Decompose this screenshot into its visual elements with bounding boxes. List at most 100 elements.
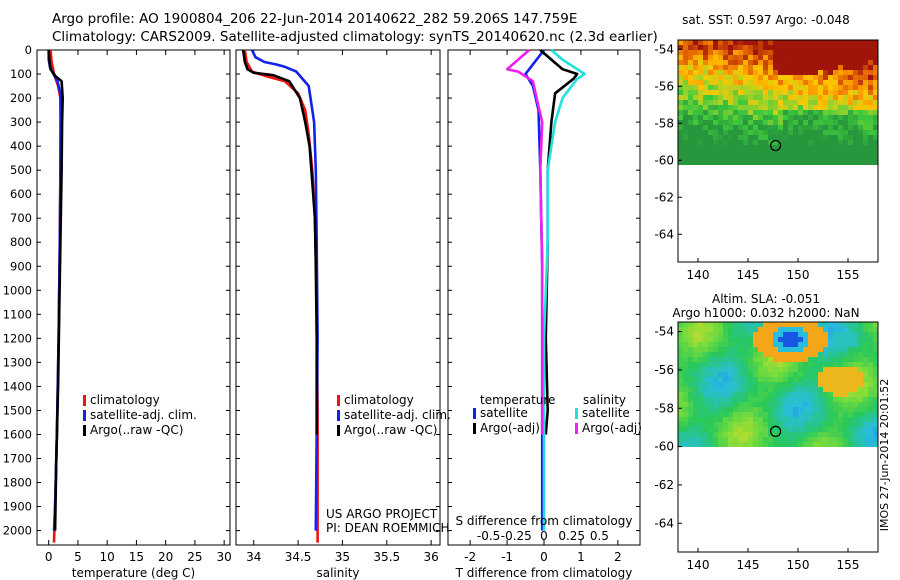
depth-tick-label: 2000 bbox=[3, 524, 32, 538]
difference-series-line bbox=[539, 49, 579, 435]
sla-map-title: Altim. SLA: -0.051 bbox=[712, 292, 820, 306]
sst-map-field bbox=[678, 40, 878, 165]
temperature-xtick-label: 25 bbox=[187, 550, 202, 564]
sla-map-subtitle: Argo h1000: 0.032 h2000: NaN bbox=[672, 306, 859, 320]
sst-map-title: sat. SST: 0.597 Argo: -0.048 bbox=[682, 13, 850, 27]
legend-entry-swatch bbox=[337, 395, 340, 406]
profile-title: Argo profile: AO 1900804_206 22-Jun-2014… bbox=[52, 11, 578, 27]
timestamp-watermark: IMOS 27-Jun-2014 20:01:52 bbox=[878, 379, 891, 532]
sla-map-xtick-label: 145 bbox=[737, 558, 760, 572]
legend-entry: climatology bbox=[344, 393, 414, 407]
temperature-xtick-label: 15 bbox=[129, 550, 144, 564]
difference-xtick-label: 0 bbox=[540, 550, 548, 564]
legend-entry-swatch bbox=[575, 408, 578, 419]
sla-map-ytick-label: -64 bbox=[654, 516, 674, 530]
sst-map-ytick-label: -62 bbox=[654, 190, 674, 204]
depth-tick-label: 300 bbox=[10, 115, 32, 129]
salinity-xlabel: salinity bbox=[316, 566, 359, 580]
sla-map-field bbox=[678, 322, 878, 447]
depth-tick-label: 0 bbox=[25, 43, 32, 57]
depth-tick-label: 900 bbox=[10, 259, 32, 273]
depth-tick-label: 1600 bbox=[3, 427, 32, 441]
difference-series-line bbox=[505, 49, 544, 435]
temperature-xtick-label: 5 bbox=[74, 550, 82, 564]
depth-tick-label: 1500 bbox=[3, 403, 32, 417]
depth-tick-label: 400 bbox=[10, 139, 32, 153]
salinity-series-line bbox=[241, 49, 319, 435]
float-position-marker bbox=[769, 139, 782, 152]
sst-map-frame bbox=[677, 39, 879, 263]
legend-entry-swatch bbox=[473, 423, 476, 434]
legend-entry: satellite-adj. clim. bbox=[344, 408, 451, 422]
legend-entry: satellite bbox=[480, 406, 528, 420]
difference-xtick-label: -1 bbox=[501, 550, 513, 564]
depth-tick-label: 1400 bbox=[3, 379, 32, 393]
difference-xlabel: T difference from climatology bbox=[455, 566, 633, 580]
legend-entry: Argo(..raw -QC) bbox=[90, 423, 183, 437]
sla-map-ytick-label: -54 bbox=[654, 325, 674, 339]
sla-map-xtick-label: 140 bbox=[687, 558, 710, 572]
sst-map-xtick-label: 150 bbox=[787, 268, 810, 282]
legend-entry-swatch bbox=[337, 425, 340, 436]
legend-group-title: salinity bbox=[583, 393, 626, 407]
legend-entry: satellite bbox=[582, 406, 630, 420]
sst-map-xtick-label: 145 bbox=[737, 268, 760, 282]
difference-xtick-label: 2 bbox=[614, 550, 622, 564]
float-position-marker bbox=[769, 425, 782, 437]
project-annotation: US ARGO PROJECT bbox=[326, 507, 438, 521]
sla-map-ytick-label: -58 bbox=[654, 401, 674, 415]
salinity-diff-tick-label: 0.5 bbox=[590, 529, 609, 543]
salinity-diff-tick-label: 0 bbox=[540, 529, 548, 543]
sst-map-xtick-label: 155 bbox=[837, 268, 860, 282]
sla-map-frame bbox=[677, 321, 879, 553]
salinity-xtick-label: 34.5 bbox=[285, 550, 312, 564]
depth-tick-label: 1800 bbox=[3, 476, 32, 490]
depth-tick-label: 100 bbox=[10, 67, 32, 81]
depth-tick-label: 1000 bbox=[3, 283, 32, 297]
salinity-diff-tick-label: -0.5 bbox=[477, 529, 500, 543]
difference-series-line bbox=[542, 49, 586, 531]
sla-map-ytick-label: -62 bbox=[654, 478, 674, 492]
depth-tick-label: 600 bbox=[10, 187, 32, 201]
depth-tick-label: 1700 bbox=[3, 451, 32, 465]
legend-entry-swatch bbox=[337, 410, 340, 421]
sla-map-xtick-label: 150 bbox=[787, 558, 810, 572]
depth-tick-label: 200 bbox=[10, 91, 32, 105]
sst-map-xtick-label: 140 bbox=[687, 268, 710, 282]
sst-map-ytick-label: -60 bbox=[654, 153, 674, 167]
legend-entry: Argo(-adj) bbox=[582, 421, 642, 435]
temperature-xtick-label: 0 bbox=[45, 550, 53, 564]
depth-tick-label: 1100 bbox=[3, 307, 32, 321]
legend-entry: Argo(..raw -QC) bbox=[344, 423, 437, 437]
temperature-xtick-label: 30 bbox=[217, 550, 232, 564]
depth-tick-label: 1300 bbox=[3, 355, 32, 369]
depth-tick-label: 700 bbox=[10, 211, 32, 225]
difference-xtick-label: -2 bbox=[464, 550, 476, 564]
temperature-frame bbox=[36, 49, 231, 546]
depth-tick-label: 1900 bbox=[3, 500, 32, 514]
sla-map-ytick-label: -56 bbox=[654, 363, 674, 377]
depth-tick-label: 800 bbox=[10, 235, 32, 249]
temperature-xlabel: temperature (deg C) bbox=[72, 566, 195, 580]
legend-group-title: temperature bbox=[480, 393, 555, 407]
legend-entry: climatology bbox=[90, 393, 160, 407]
salinity-xtick-label: 35.5 bbox=[373, 550, 400, 564]
pi-annotation: PI: DEAN ROEMMICH bbox=[326, 521, 449, 535]
sla-map-xtick-label: 155 bbox=[837, 558, 860, 572]
sla-map-ytick-label: -60 bbox=[654, 440, 674, 454]
legend-entry-swatch bbox=[83, 395, 86, 406]
depth-tick-label: 500 bbox=[10, 163, 32, 177]
legend-entry-swatch bbox=[83, 410, 86, 421]
salinity-xtick-label: 36 bbox=[423, 550, 438, 564]
legend-entry: Argo(-adj) bbox=[480, 421, 540, 435]
temperature-series-line bbox=[47, 49, 65, 531]
depth-tick-label: 1200 bbox=[3, 331, 32, 345]
legend-entry-swatch bbox=[83, 425, 86, 436]
salinity-diff-tick-label: -0.25 bbox=[501, 529, 532, 543]
salinity-frame bbox=[235, 49, 441, 546]
legend-entry-swatch bbox=[473, 408, 476, 419]
sst-map-ytick-label: -56 bbox=[654, 79, 674, 93]
temperature-xtick-label: 10 bbox=[100, 550, 115, 564]
temperature-xtick-label: 20 bbox=[158, 550, 173, 564]
